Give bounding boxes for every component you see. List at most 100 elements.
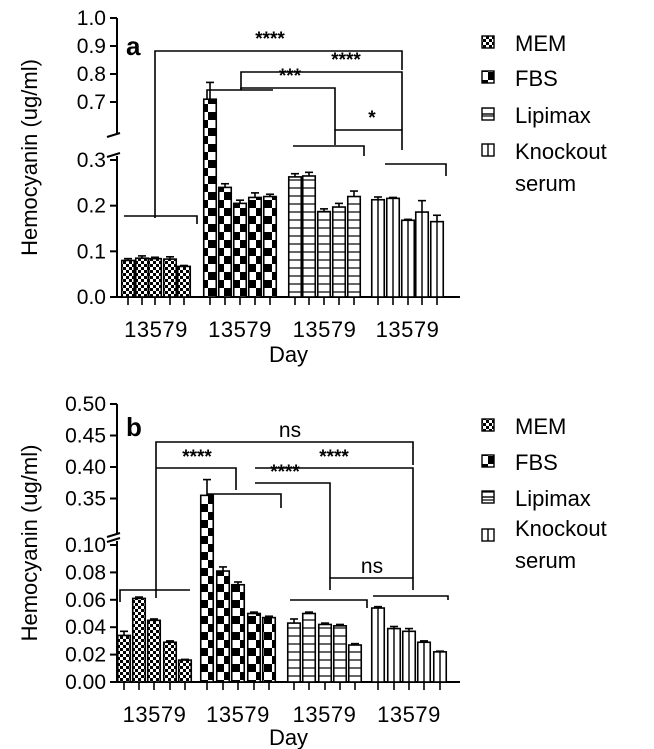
legend-label: MEM xyxy=(515,31,566,56)
group-bracket xyxy=(207,493,282,508)
legend-swatch xyxy=(481,70,495,84)
x-tick-label-group: 13579 xyxy=(208,317,272,342)
bar xyxy=(217,186,233,298)
bar xyxy=(199,494,215,683)
x-axis-title: Day xyxy=(269,725,308,749)
bar xyxy=(202,98,218,298)
axis-break-mark xyxy=(106,152,121,158)
y-tick-label: 0.00 xyxy=(65,671,106,694)
x-tick-label-group: 13579 xyxy=(376,317,440,342)
y-tick-label: 0.35 xyxy=(65,488,106,511)
significance-bracket xyxy=(155,441,414,598)
bar xyxy=(177,659,193,683)
axis-break-mark xyxy=(106,532,121,538)
x-tick-label-group: 13579 xyxy=(206,702,270,727)
legend-label: FBS xyxy=(515,450,558,475)
bar xyxy=(332,625,348,683)
bar xyxy=(347,644,363,683)
bar xyxy=(246,612,262,683)
legend-label: Knockout serum xyxy=(515,516,607,573)
y-tick-label: 0.0 xyxy=(77,286,106,309)
bar xyxy=(134,257,150,298)
axis-break-mark xyxy=(106,132,121,138)
legend: MEM FBS Lipimax Knockout serum xyxy=(481,31,607,196)
y-tick-label: 0.10 xyxy=(65,534,106,557)
significance-bracket xyxy=(255,482,331,578)
significance-bracket xyxy=(240,87,336,130)
bar xyxy=(147,257,163,298)
legend-label: Knockout serum xyxy=(515,139,607,196)
bar xyxy=(261,616,277,683)
series-mem: 13579 xyxy=(116,596,193,727)
bar xyxy=(316,210,332,298)
bar xyxy=(301,612,317,683)
panel-letter: a xyxy=(126,31,141,61)
legend-label: MEM xyxy=(515,414,566,439)
series-mem: 13579 xyxy=(120,255,192,342)
bar xyxy=(346,195,362,298)
bar xyxy=(131,597,147,683)
group-bracket xyxy=(373,595,449,600)
bar xyxy=(162,641,178,683)
y-tick-label: 0.2 xyxy=(77,195,106,218)
y-tick-label: 0.02 xyxy=(65,644,106,667)
legend-swatch xyxy=(481,418,495,432)
bar xyxy=(262,195,278,298)
y-tick-label: 0.06 xyxy=(65,589,106,612)
legend-label: Lipimax xyxy=(515,486,591,511)
legend: MEM FBS Lipimax Knockout serum xyxy=(481,414,607,573)
y-tick-label: 0.9 xyxy=(77,35,106,58)
x-tick-label-group: 13579 xyxy=(377,702,441,727)
x-axis-title: Day xyxy=(269,342,308,367)
axis-break-mark xyxy=(106,537,121,543)
bar xyxy=(116,634,132,683)
significance-bracket xyxy=(329,577,414,590)
y-tick-label: 0.3 xyxy=(77,149,106,172)
series-knockout-serum: 13579 xyxy=(370,605,448,727)
significance-label: **** xyxy=(319,447,349,468)
y-tick-label: 0.40 xyxy=(65,456,106,479)
bar xyxy=(286,622,302,683)
bar xyxy=(120,259,136,298)
y-axis-title: Hemocyanin (ug/ml) xyxy=(17,445,42,642)
y-tick-label: 0.08 xyxy=(65,561,106,584)
bar xyxy=(176,265,192,298)
significance-label: ns xyxy=(361,555,383,578)
group-bracket xyxy=(293,145,365,156)
panel-a: 0.0 0.1 0.2 0.3 0.7 0.8 0.9 1.0 Hemocyanin (ug/m… xyxy=(17,7,607,367)
series-fbs: 13579 xyxy=(199,478,277,727)
bar xyxy=(317,623,333,683)
significance-bracket xyxy=(156,467,237,490)
significance-label: **** xyxy=(331,50,361,71)
significance-label: **** xyxy=(255,29,285,50)
x-tick-label-group: 13579 xyxy=(293,317,357,342)
panel-b: 0.00 0.02 0.04 0.06 0.08 0.10 0.35 0.40 0.45 0.50… xyxy=(17,393,607,749)
x-tick-label-group: 13579 xyxy=(123,702,187,727)
legend-swatch xyxy=(481,35,495,49)
bar xyxy=(230,583,246,683)
y-tick-label: 0.1 xyxy=(77,240,106,263)
significance-label: *** xyxy=(279,66,302,87)
bar xyxy=(232,202,248,298)
bar xyxy=(331,206,347,298)
panel-letter: b xyxy=(126,412,142,442)
y-tick-label: 0.7 xyxy=(77,91,106,114)
significance-bracket xyxy=(154,50,403,218)
group-bracket xyxy=(206,89,273,100)
x-tick-label-group: 13579 xyxy=(124,317,188,342)
significance-label: ns xyxy=(279,419,301,442)
significance-label: * xyxy=(368,108,376,129)
bar xyxy=(247,196,263,298)
x-tick-label-group: 13579 xyxy=(293,702,357,727)
significance-bracket xyxy=(255,467,414,578)
legend-label: FBS xyxy=(515,66,558,91)
y-tick-label: 0.8 xyxy=(77,63,106,86)
series-lipimax: 13579 xyxy=(286,611,363,727)
y-tick-label: 0.50 xyxy=(65,393,106,416)
legend-label: Lipimax xyxy=(515,103,591,128)
bar xyxy=(301,175,317,298)
axis-break-gap xyxy=(107,534,127,541)
significance-bracket xyxy=(334,129,403,150)
group-bracket xyxy=(124,215,198,224)
